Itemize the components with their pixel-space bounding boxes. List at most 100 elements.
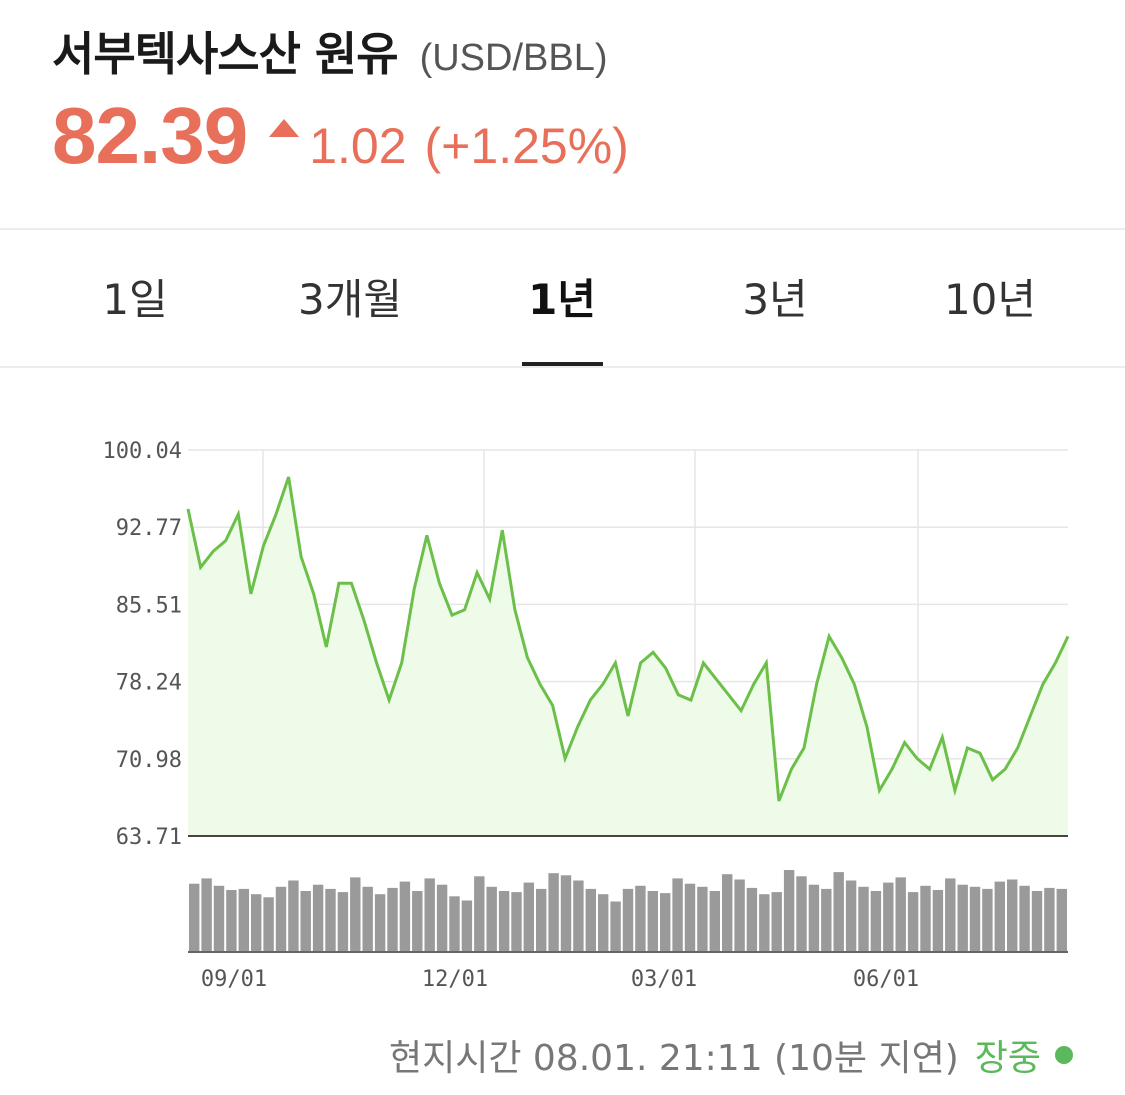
y-tick-label: 63.71 (116, 825, 182, 850)
y-tick-label: 85.51 (116, 593, 182, 618)
volume-bar (213, 885, 225, 952)
volume-bar (746, 887, 758, 952)
status-dot-icon (1055, 1046, 1073, 1064)
volume-bar (598, 894, 609, 952)
volume-bar (424, 878, 435, 952)
volume-bar (684, 883, 696, 952)
instrument-unit: (USD/BBL) (419, 37, 608, 79)
tab-10y[interactable]: 10년 (943, 275, 1037, 324)
volume-bar (275, 886, 287, 952)
tab-1d[interactable]: 1일 (102, 275, 168, 324)
volume-bar (498, 891, 510, 952)
volume-bar (238, 888, 249, 952)
volume-bar (808, 884, 820, 952)
volume-bar (920, 885, 931, 952)
tab-1y[interactable]: 1년 (528, 275, 596, 324)
change-percent: (+1.25%) (424, 118, 629, 174)
x-tick-label: 06/01 (853, 967, 919, 992)
volume-bar (412, 891, 423, 952)
volume-bar (932, 890, 944, 952)
volume-bar (461, 900, 473, 952)
quote-header: 서부텍사스산 원유 (USD/BBL) 82.39 1.02 (+1.25%) (52, 18, 1105, 180)
volume-bar (374, 894, 386, 952)
volume-bar (1044, 887, 1055, 952)
volume-bar (734, 879, 745, 952)
market-status: 현지시간 08.01. 21:11 (10분 지연) 장중 (389, 1030, 1073, 1080)
volume-bar (858, 886, 869, 952)
y-tick-label: 100.04 (103, 439, 182, 464)
y-tick-label: 78.24 (116, 671, 182, 696)
tab-3y[interactable]: 3년 (742, 275, 808, 324)
volume-bar (560, 875, 572, 952)
volume-bar (870, 891, 882, 952)
volume-bar (821, 888, 832, 952)
price-area (188, 477, 1068, 836)
volume-bar (945, 878, 956, 952)
x-tick-label: 03/01 (631, 967, 697, 992)
volume-bar (783, 870, 795, 952)
volume-bar (387, 887, 398, 952)
up-arrow-icon (269, 119, 300, 137)
volume-bar (312, 884, 324, 952)
volume-bar (709, 891, 720, 952)
volume-bar (647, 891, 658, 952)
volume-bar (660, 893, 671, 952)
volume-bar (337, 892, 349, 952)
volume-bar (263, 897, 274, 952)
tabs-divider (0, 366, 1125, 368)
volume-bar (845, 880, 857, 952)
local-time: 현지시간 08.01. 21:11 (10분 지연) (388, 1038, 959, 1079)
volume-bar (226, 890, 237, 952)
volume-bar (573, 880, 584, 952)
volume-bar (883, 882, 894, 952)
volume-bar (436, 884, 448, 952)
y-tick-label: 70.98 (116, 748, 182, 773)
instrument-title: 서부텍사스산 원유 (52, 27, 399, 81)
volume-bars (189, 870, 1067, 952)
active-tab-indicator (522, 362, 603, 366)
current-price: 82.39 (52, 91, 248, 180)
volume-bar (895, 877, 906, 952)
volume-bar (486, 886, 497, 952)
volume-bar (1007, 879, 1018, 952)
volume-bar (697, 886, 708, 952)
volume-bar (969, 886, 981, 952)
change-value: 1.02 (309, 118, 407, 174)
volume-bar (189, 883, 200, 952)
volume-bar (350, 877, 361, 952)
status-label: 장중 (974, 1038, 1041, 1079)
volume-bar (1056, 888, 1067, 952)
y-tick-label: 92.77 (116, 516, 182, 541)
period-tabs: 1일 3개월 1년 3년 10년 (0, 232, 1125, 367)
volume-bar (1031, 891, 1043, 952)
volume-bar (288, 880, 299, 952)
volume-bar (449, 896, 460, 952)
price-line (186, 476, 1070, 802)
volume-bar (907, 892, 919, 952)
volume-bar (759, 894, 770, 952)
volume-bar (610, 901, 621, 952)
volume-bar (251, 894, 262, 952)
volume-bar (796, 876, 807, 952)
x-tick-label: 12/01 (422, 967, 488, 992)
volume-bar (1019, 885, 1030, 952)
x-tick-label: 09/01 (201, 967, 267, 992)
volume-bar (672, 878, 683, 952)
tab-3m[interactable]: 3개월 (297, 275, 402, 324)
volume-bar (300, 891, 311, 952)
y-axis-labels: 100.04 92.77 85.51 78.24 70.98 63.71 (103, 439, 182, 850)
volume-bar (994, 881, 1005, 952)
header-divider (0, 228, 1125, 230)
volume-bar (771, 892, 782, 952)
volume-bar (548, 873, 559, 952)
price-chart: 100.04 92.77 85.51 78.24 70.98 63.71 09/01 12/… (103, 439, 1070, 992)
volume-bar (511, 892, 522, 952)
volume-bar (585, 888, 596, 952)
volume-bar (362, 886, 373, 952)
volume-bar (474, 876, 485, 952)
volume-bar (523, 882, 534, 952)
volume-bar (399, 881, 411, 952)
volume-bar (325, 888, 336, 952)
volume-bar (635, 885, 646, 952)
volume-bar (201, 878, 212, 952)
